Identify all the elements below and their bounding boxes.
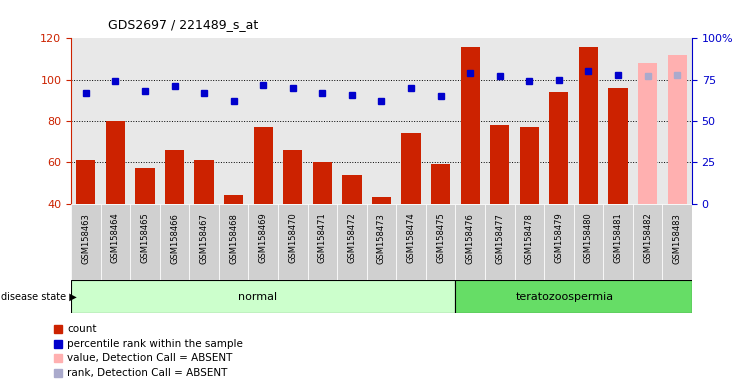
Bar	[224, 195, 243, 204]
Bar	[549, 92, 568, 204]
Text: value, Detection Call = ABSENT: value, Detection Call = ABSENT	[67, 353, 233, 364]
Text: GSM158464: GSM158464	[111, 213, 120, 263]
Text: rank, Detection Call = ABSENT: rank, Detection Call = ABSENT	[67, 368, 227, 378]
Bar	[515, 204, 544, 280]
Bar	[254, 127, 273, 204]
Text: GDS2697 / 221489_s_at: GDS2697 / 221489_s_at	[108, 18, 259, 31]
Bar	[402, 133, 420, 204]
Bar	[490, 125, 509, 204]
Text: GSM158482: GSM158482	[643, 213, 652, 263]
Text: GSM158477: GSM158477	[495, 213, 504, 263]
Bar	[71, 280, 456, 313]
Text: GSM158470: GSM158470	[288, 213, 297, 263]
Bar	[343, 175, 361, 204]
Bar	[101, 204, 130, 280]
Text: GSM158465: GSM158465	[141, 213, 150, 263]
Text: GSM158479: GSM158479	[554, 213, 563, 263]
Text: GSM158468: GSM158468	[229, 213, 238, 263]
Bar	[662, 204, 692, 280]
Bar	[219, 204, 248, 280]
Bar	[633, 204, 662, 280]
Text: GSM158474: GSM158474	[407, 213, 416, 263]
Bar	[372, 197, 391, 204]
Bar	[71, 204, 101, 280]
Text: GSM158481: GSM158481	[613, 213, 622, 263]
Text: percentile rank within the sample: percentile rank within the sample	[67, 339, 243, 349]
Bar	[189, 204, 219, 280]
Bar	[456, 204, 485, 280]
Bar	[130, 204, 160, 280]
Bar	[426, 204, 456, 280]
Bar	[638, 63, 657, 204]
Text: GSM158469: GSM158469	[259, 213, 268, 263]
Text: GSM158471: GSM158471	[318, 213, 327, 263]
Text: count: count	[67, 324, 96, 334]
Bar	[603, 204, 633, 280]
Text: GSM158467: GSM158467	[200, 213, 209, 263]
Bar	[248, 204, 278, 280]
Bar	[367, 204, 396, 280]
Text: GSM158478: GSM158478	[525, 213, 534, 263]
Bar	[520, 127, 539, 204]
Bar	[485, 204, 515, 280]
Text: GSM158483: GSM158483	[672, 213, 681, 263]
Bar	[461, 46, 479, 204]
Bar	[283, 150, 302, 204]
Text: GSM158476: GSM158476	[466, 213, 475, 263]
Text: normal: normal	[238, 291, 277, 302]
Bar	[396, 204, 426, 280]
Bar	[579, 46, 598, 204]
Text: teratozoospermia: teratozoospermia	[515, 291, 614, 302]
Bar	[165, 150, 184, 204]
Bar	[160, 204, 189, 280]
Bar	[431, 164, 450, 204]
Bar	[456, 280, 692, 313]
Text: GSM158475: GSM158475	[436, 213, 445, 263]
Bar	[667, 55, 687, 204]
Bar	[307, 204, 337, 280]
Bar	[135, 169, 155, 204]
Bar	[574, 204, 603, 280]
Bar	[194, 160, 214, 204]
Bar	[337, 204, 367, 280]
Text: GSM158466: GSM158466	[170, 213, 179, 263]
Text: GSM158463: GSM158463	[82, 213, 91, 263]
Bar	[608, 88, 628, 204]
Bar	[76, 160, 96, 204]
Text: GSM158473: GSM158473	[377, 213, 386, 263]
Bar	[544, 204, 574, 280]
Text: GSM158472: GSM158472	[347, 213, 356, 263]
Text: disease state ▶: disease state ▶	[1, 291, 76, 302]
Bar	[313, 162, 332, 204]
Bar	[105, 121, 125, 204]
Text: GSM158480: GSM158480	[584, 213, 593, 263]
Bar	[278, 204, 307, 280]
